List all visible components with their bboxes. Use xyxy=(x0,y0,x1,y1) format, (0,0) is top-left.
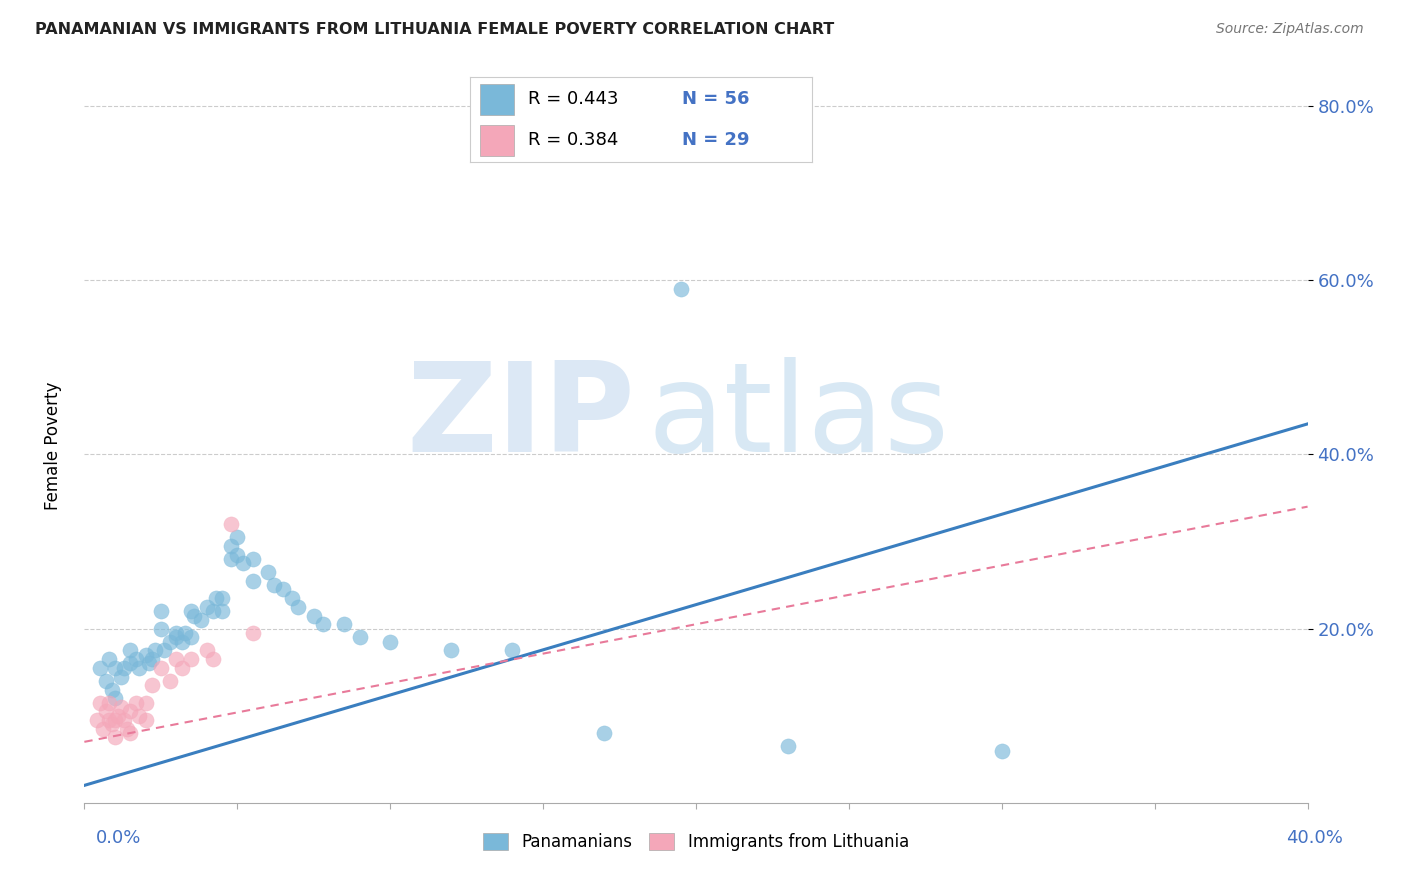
Point xyxy=(180,630,202,644)
Point xyxy=(112,713,135,727)
Point xyxy=(440,643,463,657)
Point xyxy=(141,678,163,692)
Point xyxy=(101,717,124,731)
Point xyxy=(110,700,132,714)
Point xyxy=(125,652,148,666)
Point xyxy=(135,696,157,710)
Point xyxy=(201,604,224,618)
Point xyxy=(97,696,120,710)
Point xyxy=(97,713,120,727)
Point xyxy=(91,722,114,736)
Point xyxy=(110,669,132,683)
Point xyxy=(104,731,127,745)
Legend: Panamanians, Immigrants from Lithuania: Panamanians, Immigrants from Lithuania xyxy=(477,826,915,857)
Point xyxy=(86,713,108,727)
Point xyxy=(101,682,124,697)
Text: PANAMANIAN VS IMMIGRANTS FROM LITHUANIA FEMALE POVERTY CORRELATION CHART: PANAMANIAN VS IMMIGRANTS FROM LITHUANIA … xyxy=(35,22,834,37)
Text: ZIP: ZIP xyxy=(406,358,636,478)
Point xyxy=(180,652,202,666)
Point xyxy=(159,673,181,688)
Point xyxy=(593,726,616,740)
Point xyxy=(128,708,150,723)
Point xyxy=(135,713,157,727)
Point xyxy=(232,556,254,570)
Point xyxy=(172,661,194,675)
Point xyxy=(104,661,127,675)
Text: Female Poverty: Female Poverty xyxy=(45,382,62,510)
Point xyxy=(776,739,799,754)
Point xyxy=(153,643,176,657)
Point xyxy=(128,661,150,675)
Point xyxy=(120,643,142,657)
Text: Source: ZipAtlas.com: Source: ZipAtlas.com xyxy=(1216,22,1364,37)
Point xyxy=(107,708,129,723)
Point xyxy=(159,634,181,648)
Text: atlas: atlas xyxy=(647,358,949,478)
Point xyxy=(94,704,117,718)
Point xyxy=(242,574,264,588)
Point xyxy=(219,552,242,566)
Point xyxy=(165,630,187,644)
Point xyxy=(226,548,249,562)
Point xyxy=(380,634,402,648)
Point xyxy=(115,722,138,736)
Point xyxy=(312,617,335,632)
Text: 0.0%: 0.0% xyxy=(96,829,141,847)
Point xyxy=(211,591,233,606)
Point xyxy=(271,582,294,597)
Point xyxy=(165,652,187,666)
Point xyxy=(94,673,117,688)
Point xyxy=(141,652,163,666)
Point xyxy=(89,696,111,710)
Point xyxy=(302,608,325,623)
Point xyxy=(201,652,224,666)
Point xyxy=(149,622,172,636)
Point xyxy=(205,591,228,606)
Point xyxy=(195,599,218,614)
Point xyxy=(263,578,285,592)
Point xyxy=(226,530,249,544)
Point xyxy=(669,282,692,296)
Point xyxy=(287,599,309,614)
Point xyxy=(97,652,120,666)
Text: 40.0%: 40.0% xyxy=(1286,829,1343,847)
Point xyxy=(172,634,194,648)
Point xyxy=(183,608,205,623)
Point xyxy=(174,626,197,640)
Point xyxy=(211,604,233,618)
Point xyxy=(333,617,356,632)
Point xyxy=(165,626,187,640)
Point xyxy=(143,643,166,657)
Point xyxy=(219,539,242,553)
Point xyxy=(149,661,172,675)
Point xyxy=(120,726,142,740)
Point xyxy=(125,696,148,710)
Point xyxy=(242,552,264,566)
Point xyxy=(219,517,242,532)
Point xyxy=(120,704,142,718)
Point xyxy=(149,604,172,618)
Point xyxy=(991,743,1014,757)
Point xyxy=(120,657,142,671)
Point xyxy=(190,613,212,627)
Point xyxy=(112,661,135,675)
Point xyxy=(195,643,218,657)
Point xyxy=(242,626,264,640)
Point xyxy=(135,648,157,662)
Point xyxy=(180,604,202,618)
Point xyxy=(89,661,111,675)
Point xyxy=(502,643,524,657)
Point xyxy=(104,691,127,706)
Point xyxy=(257,565,280,579)
Point xyxy=(349,630,371,644)
Point xyxy=(138,657,160,671)
Point xyxy=(104,713,127,727)
Point xyxy=(281,591,304,606)
